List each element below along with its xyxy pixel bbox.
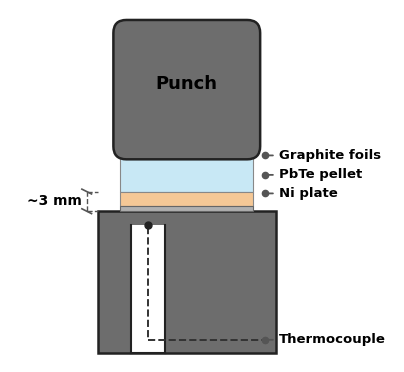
Bar — [120, 192, 253, 206]
Bar — [120, 158, 253, 192]
Text: ~3 mm: ~3 mm — [27, 195, 82, 208]
Bar — [98, 211, 276, 353]
FancyBboxPatch shape — [114, 20, 260, 159]
Text: Thermocouple: Thermocouple — [279, 333, 385, 346]
Text: Ni plate: Ni plate — [279, 187, 337, 200]
Text: Punch: Punch — [156, 75, 218, 93]
Text: PbTe pellet: PbTe pellet — [279, 169, 362, 182]
Text: Graphite foils: Graphite foils — [279, 149, 381, 162]
Bar — [120, 153, 253, 158]
Bar — [120, 206, 253, 211]
Bar — [131, 225, 164, 353]
